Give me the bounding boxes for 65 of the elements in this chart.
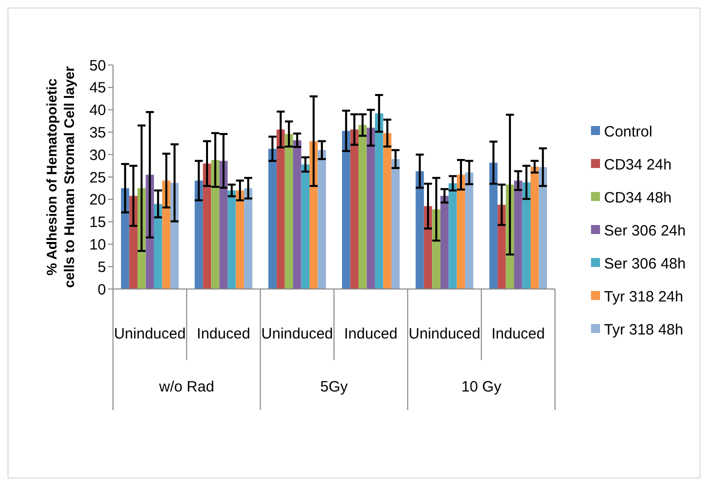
x-tick-label: Uninduced: [261, 325, 334, 342]
bar: [211, 160, 220, 289]
bar: [514, 180, 522, 289]
y-tick-label: 45: [89, 80, 106, 97]
bar: [448, 183, 457, 289]
bar: [342, 130, 350, 289]
bar: [121, 188, 130, 289]
y-tick-label: 30: [89, 146, 106, 164]
bar: [522, 182, 531, 289]
bar: [310, 141, 318, 289]
text: 5Gy: [320, 378, 348, 396]
bar: [383, 133, 392, 289]
bar: [244, 188, 252, 289]
y-tick-label: 5: [98, 258, 106, 276]
bar: [219, 160, 228, 289]
bar: [129, 196, 138, 289]
y-tick-label: 0: [98, 281, 106, 298]
y-tick-label: 40: [89, 102, 106, 120]
bar: [228, 190, 236, 289]
y-tick-label: 15: [89, 214, 106, 232]
bar: [350, 130, 358, 289]
bar: [498, 204, 506, 289]
bar: [538, 167, 547, 289]
bar: [416, 171, 424, 289]
x-tick-label: Uninduced: [408, 325, 480, 342]
y-tick-label: 35: [89, 124, 106, 142]
bar: [358, 125, 367, 289]
x-tick-label: Induced: [196, 325, 250, 342]
text: w/o Rad: [158, 378, 214, 396]
x-tick-label: Uninduced: [114, 325, 186, 342]
bar: [489, 162, 498, 289]
bar: [284, 134, 294, 289]
y-tick-label: 25: [89, 169, 106, 186]
legend-label: CD34 48h: [604, 189, 672, 206]
bar: [424, 206, 432, 289]
legend-label: Ser 306 24h: [604, 222, 686, 240]
bar: [293, 140, 302, 289]
bar: [162, 180, 170, 289]
y-tick-label: 10: [89, 236, 106, 254]
legend-label: Ser 306 48h: [604, 255, 686, 272]
bar: [318, 150, 326, 289]
y-tick-label: 20: [89, 192, 106, 209]
x-tick-label: Induced: [344, 325, 398, 342]
legend-label: Control: [604, 123, 652, 140]
bar: [202, 164, 212, 289]
bar: [530, 166, 539, 289]
bar: [154, 204, 162, 289]
y-axis-title: % Adhesion of Hematopoietic cells to Human Stromal Cell layer: [44, 66, 78, 288]
bar: [301, 164, 310, 289]
legend-label: Tyr 318 48h: [604, 321, 684, 338]
legend-label: CD34 24h: [604, 156, 672, 174]
x-tick-label: Induced: [491, 325, 545, 342]
bar: [236, 190, 244, 289]
bar: [276, 130, 285, 289]
bar: [374, 113, 384, 289]
bar: [456, 174, 466, 289]
bar: [194, 180, 203, 289]
bar: [440, 196, 449, 289]
bar: [391, 159, 400, 289]
bar: [366, 128, 375, 289]
text: 10 Gy: [461, 378, 502, 396]
legend-label: Tyr 318 24h: [604, 288, 684, 306]
bar: [268, 148, 277, 289]
bar: [465, 172, 474, 289]
y-tick-label: 50: [89, 57, 106, 74]
